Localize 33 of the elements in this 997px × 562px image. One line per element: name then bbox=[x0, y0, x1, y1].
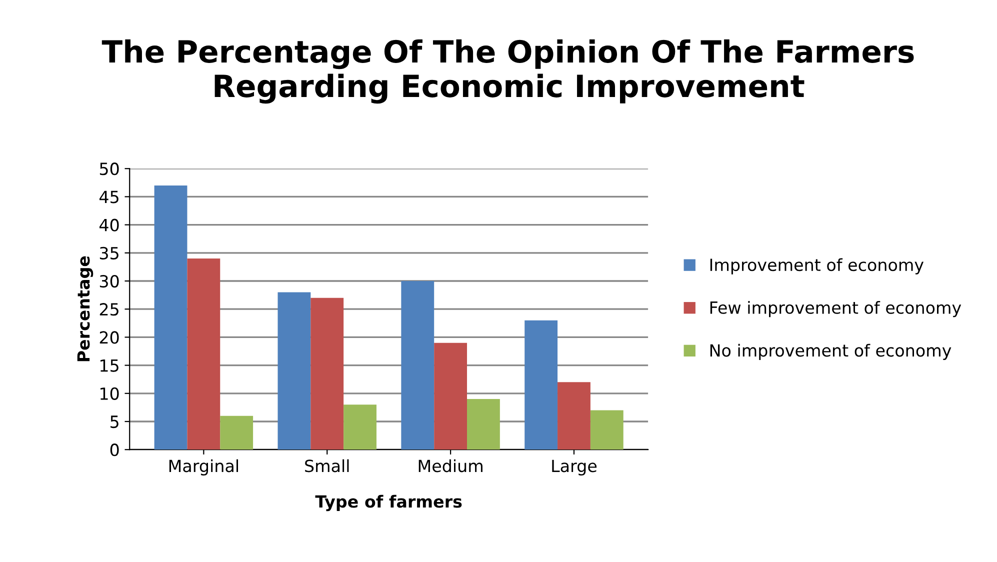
bar bbox=[467, 399, 500, 450]
y-tick-label: 20 bbox=[100, 331, 119, 344]
y-axis-title: Percentage bbox=[77, 256, 94, 362]
bar bbox=[344, 404, 376, 450]
bar bbox=[558, 382, 590, 450]
bar bbox=[434, 342, 468, 450]
legend-label: Improvement of economy bbox=[710, 258, 924, 274]
chart-title: The Percentage Of The Opinion Of The Farmers Regarding Economic Improvement bbox=[102, 39, 914, 104]
y-tick-label: 50 bbox=[100, 162, 119, 176]
y-tick-label: 15 bbox=[100, 359, 118, 372]
legend-label: No improvement of economy bbox=[710, 344, 952, 360]
bar bbox=[524, 320, 558, 450]
x-axis-title: Type of farmers bbox=[315, 494, 462, 512]
legend-label: Few improvement of economy bbox=[710, 301, 962, 318]
bar bbox=[310, 298, 344, 450]
x-tick-label: Large bbox=[552, 460, 597, 476]
bar bbox=[220, 416, 254, 450]
bar bbox=[590, 410, 624, 450]
y-tick-label: 5 bbox=[110, 416, 118, 428]
bar bbox=[154, 185, 188, 450]
y-tick-label: 35 bbox=[100, 246, 118, 260]
bar bbox=[187, 258, 220, 450]
bar bbox=[278, 292, 311, 450]
x-tick-label: Small bbox=[305, 459, 349, 472]
x-tick-label: Marginal bbox=[169, 459, 238, 476]
y-tick-label: 30 bbox=[100, 274, 119, 288]
x-tick-label: Medium bbox=[418, 459, 482, 472]
y-tick-label: 25 bbox=[100, 303, 118, 316]
y-tick-label: 10 bbox=[100, 387, 119, 400]
y-tick-label: 45 bbox=[99, 190, 118, 204]
y-tick-label: 0 bbox=[110, 444, 119, 456]
y-tick-label: 40 bbox=[99, 218, 119, 232]
bar bbox=[401, 281, 434, 450]
